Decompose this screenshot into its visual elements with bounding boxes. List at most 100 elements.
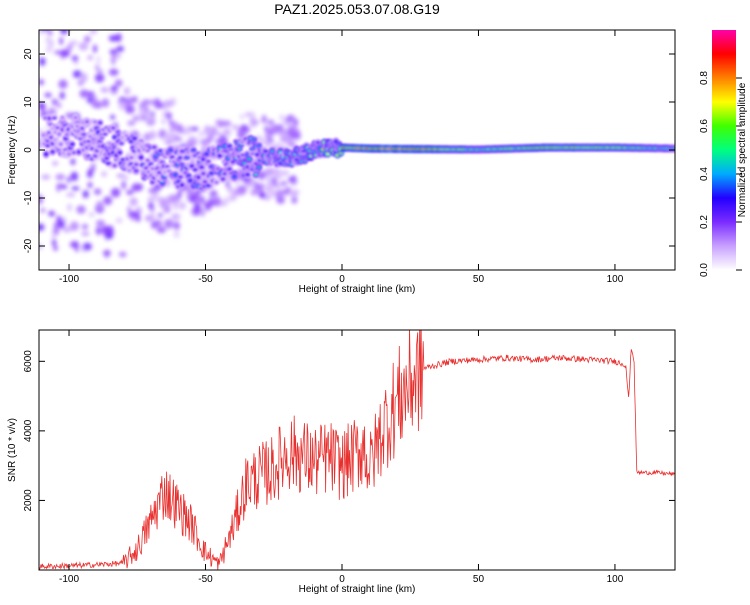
spectrogram-blob: [57, 183, 66, 189]
spectrogram-blob: [154, 98, 161, 105]
spectrogram-blob: [58, 79, 68, 89]
spectrogram-blob: [276, 196, 285, 204]
spectrogram-blob: [235, 179, 240, 186]
spectrogram-blob: [326, 153, 330, 155]
spectrogram-blob: [259, 182, 265, 190]
spectrogram-blob: [48, 210, 56, 217]
spectrogram-blob: [200, 166, 204, 169]
spectrogram-blob: [86, 96, 94, 104]
spectrogram-blob: [223, 172, 227, 175]
spectrogram-blob: [162, 204, 171, 214]
spectrogram-blob: [161, 118, 166, 125]
spectrogram-blob: [132, 115, 140, 122]
colorbar-label: Normalized spectral amplitude: [737, 82, 748, 217]
spectrogram-blob: [57, 133, 61, 136]
spectrogram-blob: [219, 134, 226, 142]
spectrogram-blob: [150, 99, 156, 106]
spectrogram-blob: [245, 173, 250, 176]
spectrogram-blob: [125, 97, 134, 105]
spectrogram-blob: [144, 114, 154, 121]
spectrogram-blob: [186, 138, 197, 149]
spectrogram-blob: [185, 156, 189, 159]
spectrogram-blob: [69, 240, 80, 249]
spectrogram-blob: [218, 147, 222, 150]
spectrogram-blob: [66, 203, 73, 212]
spectrogram-blob: [154, 219, 163, 228]
spectrogram-blob: [39, 223, 45, 232]
spectrogram-blob: [272, 168, 280, 176]
spectrogram-blob: [93, 154, 97, 157]
spectrogram-blob: [90, 147, 94, 150]
spectrogram-blob: [84, 35, 91, 43]
spectrogram-blob: [142, 99, 151, 105]
spectrogram-blob: [75, 125, 79, 128]
spectrogram-blob: [70, 171, 79, 182]
spectrogram-blob: [121, 180, 127, 190]
spectrogram-blob: [171, 213, 181, 221]
spectrogram-blob: [65, 112, 74, 119]
spectrogram-blob: [281, 134, 291, 143]
spectrogram-blob: [206, 160, 210, 163]
spectrogram-blob: [203, 127, 212, 136]
spectrogram-blob: [123, 87, 131, 96]
spectrogram-blob: [95, 226, 102, 236]
spectrogram-blob: [129, 197, 138, 207]
spectrogram-blob: [45, 37, 51, 42]
spectrogram-blob: [100, 137, 104, 139]
spectrogram-blob: [144, 167, 148, 170]
spectrogram-blob: [87, 140, 91, 142]
spectrogram-blob: [72, 70, 82, 79]
figure-title: PAZ1.2025.053.07.08.G19: [274, 1, 440, 17]
spectrogram-blob: [147, 196, 154, 202]
spectrogram-blob: [186, 174, 191, 177]
spectrogram-blob: [247, 157, 251, 161]
spectrogram-blob: [183, 171, 187, 174]
spectrogram-blob: [169, 121, 178, 128]
spectrogram-blob: [67, 153, 71, 156]
spectrogram-blob: [79, 89, 89, 99]
spectrogram-blob: [156, 226, 167, 234]
spectrogram-blob: [252, 138, 256, 141]
spectrogram-blob: [165, 132, 176, 143]
spectrogram-blob: [45, 46, 53, 53]
spectrogram-blob: [157, 171, 161, 174]
spectrogram-blob: [51, 232, 57, 239]
spectrogram-blob: [214, 131, 222, 136]
x-tick-label: 100: [607, 274, 624, 285]
spectrogram-blob: [134, 163, 138, 166]
spectrogram-blob: [39, 30, 47, 35]
spectrogram-blob: [261, 170, 270, 175]
spectrogram-blob: [290, 124, 297, 133]
spectrogram-blob: [163, 99, 174, 106]
snr-series-line: [39, 330, 675, 570]
spectrogram-blob: [47, 117, 51, 120]
spectrogram-blob: [203, 181, 207, 183]
spectrogram-blob: [51, 150, 55, 153]
spectrogram-blob: [119, 142, 124, 145]
spectrogram-blob: [70, 158, 76, 166]
spectrogram-blob: [69, 221, 80, 231]
x-tick-label: -50: [198, 274, 213, 285]
spectrogram-blob: [46, 145, 50, 147]
spectrogram-blob: [239, 144, 243, 146]
spectrogram-blob: [52, 161, 59, 166]
spectrogram-blob: [146, 150, 150, 152]
x-tick-label: -100: [59, 274, 79, 285]
spectrogram-blob: [194, 196, 204, 203]
colorbar: 0.0 0.2 0.4 0.6 0.8 Normalized spectral ampl…: [699, 30, 748, 277]
spectrogram-blob: [44, 92, 52, 98]
colorbar-gradient: [712, 30, 736, 270]
spectrogram-blob: [121, 171, 127, 180]
spectrogram-blob: [82, 242, 92, 251]
spectrogram-blob: [165, 166, 169, 168]
spectrogram-blob: [103, 133, 107, 135]
spectrogram-blob: [191, 126, 199, 132]
spectrogram-blob: [114, 79, 123, 87]
spectrogram-blob: [223, 120, 232, 127]
spectrogram-blob: [180, 150, 184, 153]
spectrogram-blob: [215, 119, 224, 126]
spectrogram-blob: [96, 69, 104, 74]
spectrogram-blob: [227, 145, 232, 148]
